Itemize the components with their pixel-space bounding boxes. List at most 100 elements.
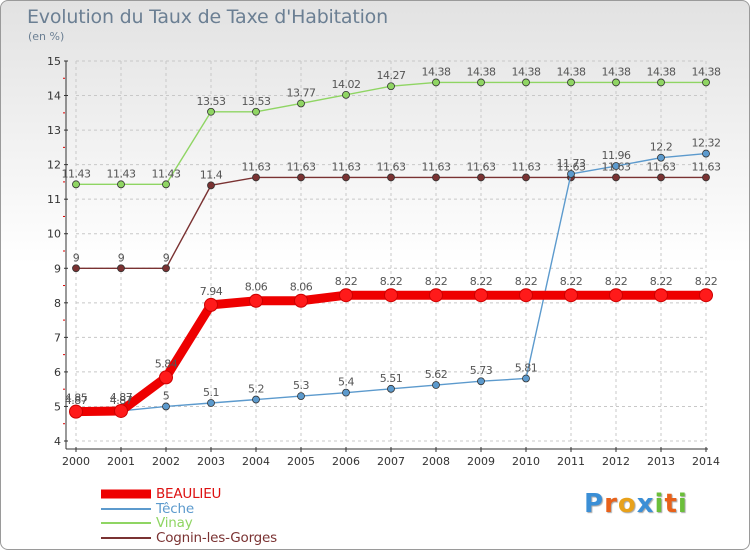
y-tick-label: 13 — [47, 124, 61, 137]
data-label: 11.63 — [602, 160, 631, 173]
data-point — [117, 180, 125, 189]
grid — [75, 60, 707, 442]
data-point — [384, 288, 398, 303]
data-point — [204, 297, 218, 312]
y-tick-label: 8 — [54, 297, 61, 310]
data-label: 5.84 — [155, 357, 178, 370]
data-label: 5.2 — [248, 383, 264, 396]
data-label: 4.87 — [110, 394, 133, 407]
legend-label: Cognin-les-Gorges — [156, 529, 277, 546]
legend-label: BEAULIEU — [156, 486, 222, 502]
data-point — [117, 264, 125, 273]
data-point — [387, 173, 395, 182]
data-point — [432, 173, 440, 182]
data-point — [702, 78, 710, 87]
series-layer — [69, 78, 713, 419]
data-point — [207, 399, 215, 407]
data-point — [567, 170, 575, 178]
data-point — [654, 288, 668, 303]
y-tick-label: 10 — [47, 228, 61, 241]
data-point — [609, 288, 623, 303]
data-point — [432, 78, 440, 87]
data-label: 5.73 — [470, 364, 493, 377]
y-tick-label: 15 — [47, 55, 61, 68]
data-label: 11.63 — [557, 160, 586, 173]
legend-swatch — [101, 522, 151, 525]
data-point — [657, 153, 665, 162]
data-label: 5.3 — [293, 379, 309, 392]
data-label: 9 — [118, 251, 125, 264]
legend-label: Têche — [156, 500, 194, 517]
x-tick-label: 2002 — [152, 455, 180, 468]
data-label: 4.87 — [65, 394, 88, 407]
data-label: 8.22 — [470, 275, 493, 288]
chart-subtitle: (en %) — [28, 30, 65, 43]
y-tick-label: 9 — [54, 262, 61, 275]
x-tick-label: 2006 — [332, 455, 360, 468]
logo-letter: o — [617, 489, 637, 519]
legend-swatch — [101, 507, 151, 510]
data-point — [294, 293, 308, 308]
data-point — [114, 403, 128, 418]
chart-title: Evolution du Taux de Taxe d'Habitation — [27, 6, 388, 28]
x-tick-label: 2010 — [512, 455, 540, 468]
data-label: 8.22 — [695, 275, 718, 288]
x-tick-label: 2014 — [692, 455, 720, 468]
x-tick-label: 2009 — [467, 455, 495, 468]
data-label: 14.38 — [647, 65, 676, 78]
data-point — [252, 173, 260, 182]
y-tick-label: 7 — [54, 331, 61, 344]
data-point — [519, 288, 533, 303]
data-point — [162, 264, 170, 273]
legend-swatch — [101, 536, 151, 539]
data-label: 11.96 — [602, 149, 631, 162]
legend-swatch — [101, 489, 151, 499]
data-point — [522, 374, 530, 383]
data-label: 14.02 — [332, 78, 361, 91]
logo-letter: t — [664, 489, 678, 519]
data-label: 13.53 — [197, 95, 226, 108]
data-label: 5 — [163, 389, 170, 402]
data-point — [72, 180, 80, 189]
logo-letter: i — [677, 489, 688, 519]
data-point — [612, 78, 620, 87]
data-point — [72, 264, 80, 273]
data-label: 11.63 — [692, 160, 721, 173]
data-label: 8.22 — [515, 275, 538, 288]
data-label: 11.63 — [422, 160, 451, 173]
data-point — [477, 173, 485, 182]
data-label: 11.43 — [62, 167, 91, 180]
data-label: 11.73 — [557, 157, 586, 170]
data-label: 13.77 — [287, 86, 316, 99]
axes: 4 5 6 7 8 9 10 11 12 13 14 15 2000 2001 2002 2003 2004 20… — [47, 55, 720, 468]
data-label: 14.38 — [422, 65, 451, 78]
logo-letter: P — [584, 489, 605, 519]
data-point — [69, 404, 83, 419]
data-label: 11.63 — [287, 160, 316, 173]
data-label: 12.32 — [692, 137, 721, 150]
data-label: 11.63 — [467, 160, 496, 173]
data-point — [252, 395, 260, 404]
y-tick-label: 6 — [54, 366, 61, 379]
data-point — [297, 173, 305, 182]
data-label: 5.62 — [425, 368, 448, 381]
data-point — [702, 173, 710, 182]
data-point — [474, 288, 488, 303]
data-label: 5.1 — [203, 386, 219, 399]
data-label: 5.51 — [380, 372, 403, 385]
data-label: 4.85 — [65, 392, 88, 405]
data-label: 11.63 — [377, 160, 406, 173]
data-label: 7.94 — [200, 285, 223, 298]
data-label: 13.53 — [242, 95, 271, 108]
data-label: 14.27 — [377, 69, 406, 82]
y-tick-label: 4 — [54, 435, 61, 448]
data-point — [477, 78, 485, 87]
data-point — [564, 288, 578, 303]
data-label: 8.06 — [290, 281, 313, 294]
data-labels: 9 9 911.411.63 11.63 11.63 11.63 11.63 11.63 11.… — [62, 65, 722, 407]
data-point — [342, 173, 350, 182]
data-label: 9 — [163, 251, 170, 264]
y-tick-label: 5 — [54, 400, 61, 413]
